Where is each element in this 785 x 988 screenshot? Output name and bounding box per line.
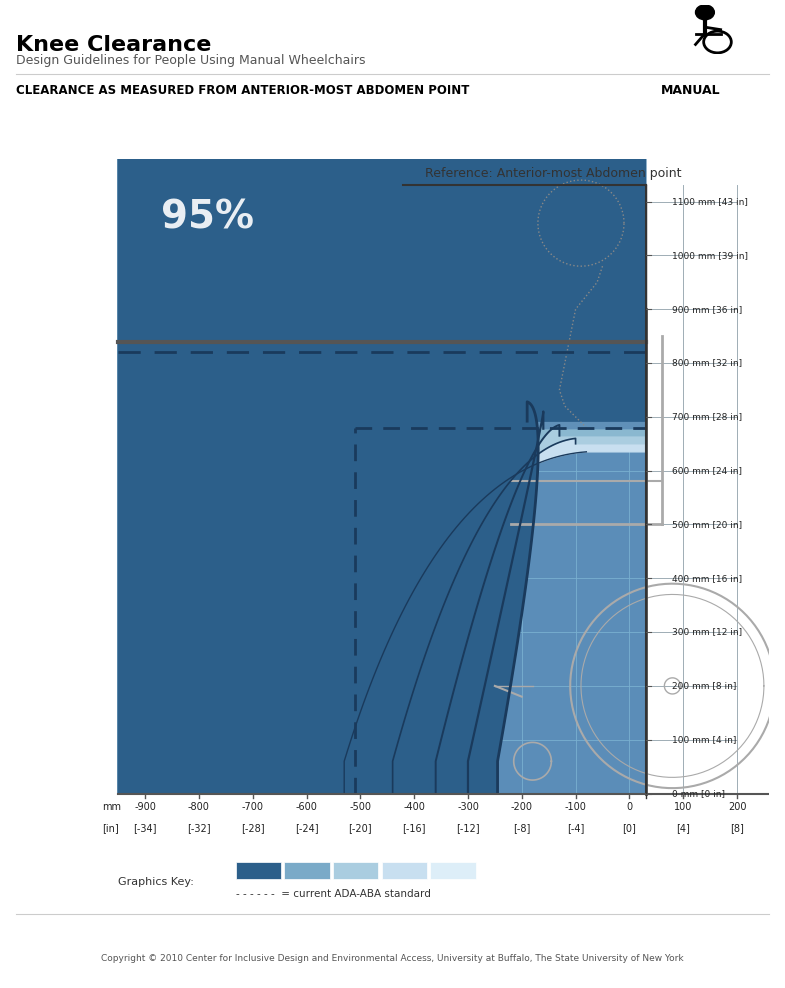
Text: 100: 100 [674, 801, 692, 811]
Text: Design Guidelines for People Using Manual Wheelchairs: Design Guidelines for People Using Manua… [16, 54, 365, 67]
Text: -500: -500 [349, 801, 371, 811]
Text: mm: mm [102, 801, 121, 811]
Circle shape [696, 5, 714, 20]
Text: 500 mm [20 in]: 500 mm [20 in] [673, 520, 743, 529]
Polygon shape [119, 158, 645, 793]
Text: 75-89%: 75-89% [340, 864, 371, 874]
Text: 95-100%: 95-100% [240, 864, 276, 874]
Text: - - - - - -  = current ADA-ABA standard: - - - - - - = current ADA-ABA standard [236, 889, 430, 899]
Text: CLEARANCE AS MEASURED FROM ANTERIOR-MOST ABDOMEN POINT: CLEARANCE AS MEASURED FROM ANTERIOR-MOST… [16, 84, 469, 97]
Polygon shape [119, 158, 645, 793]
Text: MANUAL: MANUAL [661, 84, 721, 97]
Text: 200: 200 [728, 801, 747, 811]
Text: 50-74%: 50-74% [389, 864, 420, 874]
Text: 900 mm [36 in]: 900 mm [36 in] [673, 304, 743, 314]
Text: 1000 mm [39 in]: 1000 mm [39 in] [673, 251, 748, 260]
Text: [-32]: [-32] [187, 823, 210, 833]
Text: Reference: Anterior-most Abdomen point: Reference: Anterior-most Abdomen point [425, 167, 681, 181]
Text: 300 mm [12 in]: 300 mm [12 in] [673, 627, 743, 636]
Text: Copyright © 2010 Center for Inclusive Design and Environmental Access, Universit: Copyright © 2010 Center for Inclusive De… [101, 954, 684, 963]
Text: Knee Clearance: Knee Clearance [16, 35, 211, 54]
Text: -700: -700 [242, 801, 264, 811]
Text: [-24]: [-24] [294, 823, 319, 833]
Text: [-8]: [-8] [513, 823, 531, 833]
Text: -800: -800 [188, 801, 210, 811]
Text: 100 mm [4 in]: 100 mm [4 in] [673, 735, 737, 744]
Text: -900: -900 [134, 801, 156, 811]
Text: 25-49%: 25-49% [437, 864, 469, 874]
Text: 0: 0 [626, 801, 633, 811]
Bar [119, 186, 645, 793]
Text: [-20]: [-20] [349, 823, 372, 833]
Text: [-12]: [-12] [456, 823, 480, 833]
Text: 1100 mm [43 in]: 1100 mm [43 in] [673, 198, 748, 206]
Polygon shape [119, 158, 645, 793]
Text: [in]: [in] [102, 823, 119, 833]
Text: Graphics Key:: Graphics Key: [118, 877, 194, 887]
Text: -300: -300 [457, 801, 479, 811]
Text: [-28]: [-28] [241, 823, 265, 833]
Text: [4]: [4] [676, 823, 690, 833]
Polygon shape [119, 158, 645, 793]
Text: [-4]: [-4] [567, 823, 584, 833]
Text: 800 mm [32 in]: 800 mm [32 in] [673, 359, 743, 368]
Text: 90-94%: 90-94% [291, 864, 323, 874]
Text: [0]: [0] [623, 823, 637, 833]
Text: -400: -400 [403, 801, 425, 811]
Text: 95%: 95% [161, 199, 254, 236]
Polygon shape [119, 158, 645, 793]
Text: 0 mm [0 in]: 0 mm [0 in] [673, 789, 725, 798]
Text: [-16]: [-16] [403, 823, 426, 833]
Text: -100: -100 [564, 801, 586, 811]
Text: -600: -600 [296, 801, 317, 811]
Text: 700 mm [28 in]: 700 mm [28 in] [673, 412, 743, 421]
Text: 200 mm [8 in]: 200 mm [8 in] [673, 682, 737, 691]
Text: [-34]: [-34] [133, 823, 157, 833]
Text: 600 mm [24 in]: 600 mm [24 in] [673, 466, 743, 475]
Text: -200: -200 [511, 801, 533, 811]
Text: [8]: [8] [730, 823, 744, 833]
Text: 400 mm [16 in]: 400 mm [16 in] [673, 574, 743, 583]
